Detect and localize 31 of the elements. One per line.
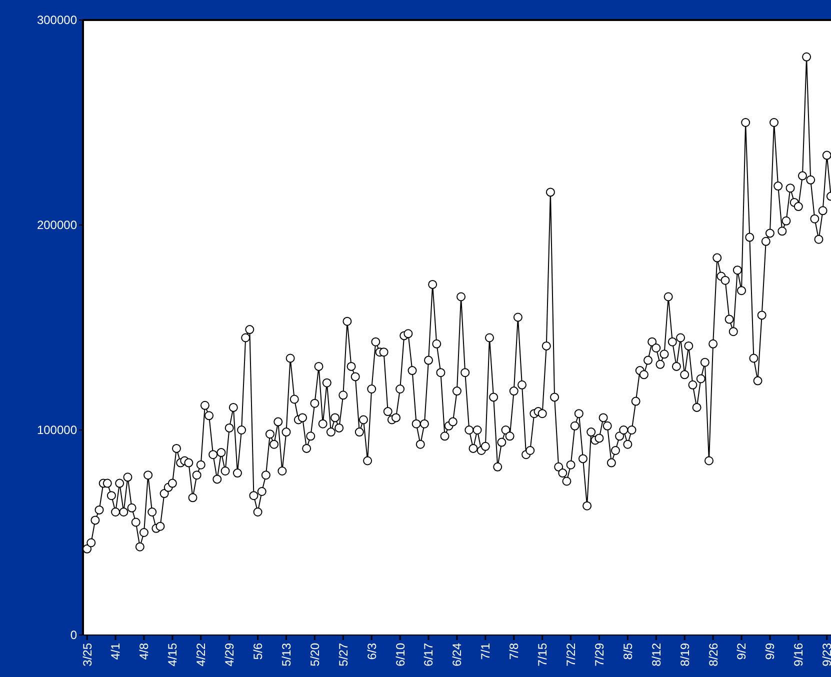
x-tick-label: 7/1 bbox=[478, 642, 493, 660]
x-tick-label: 7/15 bbox=[536, 642, 550, 666]
x-tick-label: 4/1 bbox=[108, 642, 123, 660]
y-tick-label: 100000 bbox=[36, 423, 78, 438]
x-tick-label: 8/26 bbox=[706, 642, 720, 666]
y-tick-label: 200000 bbox=[36, 218, 78, 232]
x-tick-label: 5/6 bbox=[250, 642, 265, 660]
y-tick-label: 0 bbox=[70, 628, 78, 642]
x-tick-label: 5/13 bbox=[279, 642, 294, 666]
x-tick-label: 4/22 bbox=[194, 642, 208, 666]
x-tick-label: 4/15 bbox=[166, 642, 180, 666]
x-tick-label: 3/25 bbox=[80, 642, 94, 666]
x-tick-label: 5/20 bbox=[308, 642, 322, 666]
x-tick-label: 9/16 bbox=[792, 642, 806, 666]
x-tick-label: 4/8 bbox=[137, 642, 152, 660]
x-tick-label: 7/29 bbox=[592, 642, 606, 666]
x-tick-label: 5/27 bbox=[336, 642, 350, 666]
x-tick-label: 9/23 bbox=[820, 642, 831, 666]
x-tick-label: 8/12 bbox=[649, 642, 664, 666]
x-tick-label: 6/24 bbox=[450, 642, 464, 666]
x-tick-label: 7/22 bbox=[564, 642, 578, 666]
x-tick-label: 9/9 bbox=[763, 642, 778, 660]
x-tick-label: 6/17 bbox=[422, 642, 436, 666]
x-tick-label: 7/8 bbox=[507, 642, 522, 660]
y-tick-label: 300000 bbox=[36, 13, 78, 28]
x-tick-label: 8/19 bbox=[678, 642, 692, 666]
x-tick-label: 9/2 bbox=[734, 642, 749, 660]
x-tick-label: 6/10 bbox=[393, 642, 408, 666]
x-tick-label: 8/5 bbox=[620, 642, 635, 660]
x-tick-label: 4/29 bbox=[222, 642, 237, 666]
x-tick-label: 6/3 bbox=[364, 642, 379, 660]
